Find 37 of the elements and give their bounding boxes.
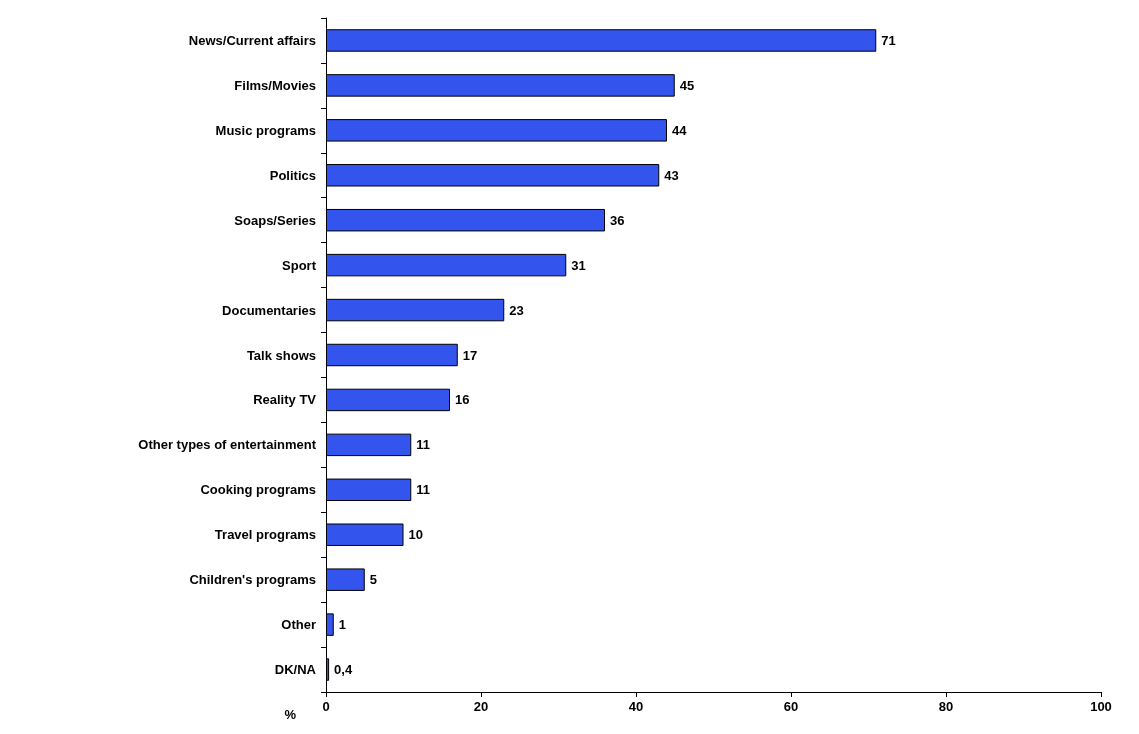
data-label: 31 [571, 257, 586, 273]
y-tick-label: DK/NA [274, 662, 317, 678]
y-tick-label: Documentaries [222, 302, 316, 318]
y-tick-label: Other types of entertainment [138, 437, 317, 453]
y-tick-label: Talk shows [246, 347, 316, 363]
data-label: 45 [679, 77, 695, 93]
data-label: 5 [369, 572, 377, 588]
x-tick-label: 60 [783, 699, 799, 714]
y-tick-label: Soaps/Series [234, 212, 316, 228]
data-label: 36 [610, 212, 625, 228]
data-label: 11 [416, 437, 430, 453]
data-label: 1 [338, 617, 346, 633]
y-tick-label: Films/Movies [234, 77, 316, 93]
x-tick-label: 40 [628, 699, 644, 714]
y-tick-label: Sport [282, 257, 317, 273]
data-label: 0,4 [334, 662, 353, 678]
y-tick-label: Children's programs [189, 572, 316, 588]
y-tick-label: Travel programs [214, 527, 316, 543]
y-tick-label: Reality TV [253, 392, 317, 408]
data-label: 71 [881, 32, 896, 48]
x-tick-label: 0 [322, 699, 330, 714]
data-label: 11 [416, 482, 430, 498]
x-tick-label: 20 [473, 699, 489, 714]
y-tick-label: News/Current affairs [188, 32, 316, 48]
data-label: 16 [455, 392, 470, 408]
x-axis-title: % [284, 707, 297, 722]
y-tick-label: Cooking programs [200, 482, 316, 498]
x-tick-label: 80 [938, 699, 954, 714]
x-tick-label: 100 [1090, 699, 1112, 714]
data-label: 17 [462, 347, 478, 363]
y-tick-label: Politics [269, 167, 316, 183]
data-label: 43 [664, 167, 679, 183]
y-tick-label: Other [281, 617, 316, 633]
y-tick-label: Music programs [215, 122, 316, 138]
data-label: 44 [672, 122, 688, 138]
data-label: 10 [408, 527, 423, 543]
data-label: 23 [509, 302, 524, 318]
